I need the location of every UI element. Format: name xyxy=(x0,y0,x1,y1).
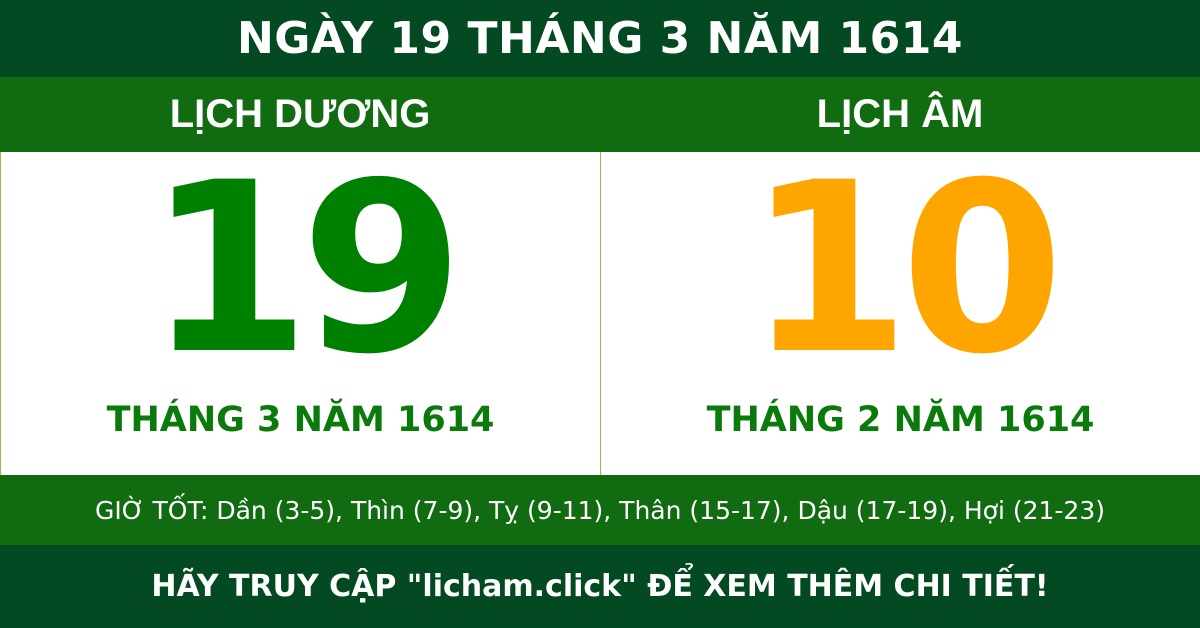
solar-heading: LỊCH DƯƠNG xyxy=(169,92,431,136)
call-to-action: HÃY TRUY CẬP "licham.click" ĐỂ XEM THÊM … xyxy=(0,545,1200,628)
lunar-month-year: THÁNG 2 NĂM 1614 xyxy=(706,400,1095,440)
calendar-body: 19 THÁNG 3 NĂM 1614 10 THÁNG 2 NĂM 1614 xyxy=(0,152,1200,475)
lunar-panel: 10 THÁNG 2 NĂM 1614 xyxy=(601,152,1200,475)
calendar-headings: LỊCH DƯƠNG LỊCH ÂM xyxy=(0,77,1200,152)
good-hours: GIỜ TỐT: Dần (3-5), Thìn (7-9), Tỵ (9-11… xyxy=(0,475,1200,545)
solar-panel: 19 THÁNG 3 NĂM 1614 xyxy=(0,152,601,475)
solar-month-year: THÁNG 3 NĂM 1614 xyxy=(106,400,495,440)
lunar-heading: LỊCH ÂM xyxy=(816,92,984,136)
page-title: NGÀY 19 THÁNG 3 NĂM 1614 xyxy=(0,0,1200,77)
lunar-day: 10 xyxy=(746,133,1064,406)
solar-day: 19 xyxy=(146,133,464,406)
